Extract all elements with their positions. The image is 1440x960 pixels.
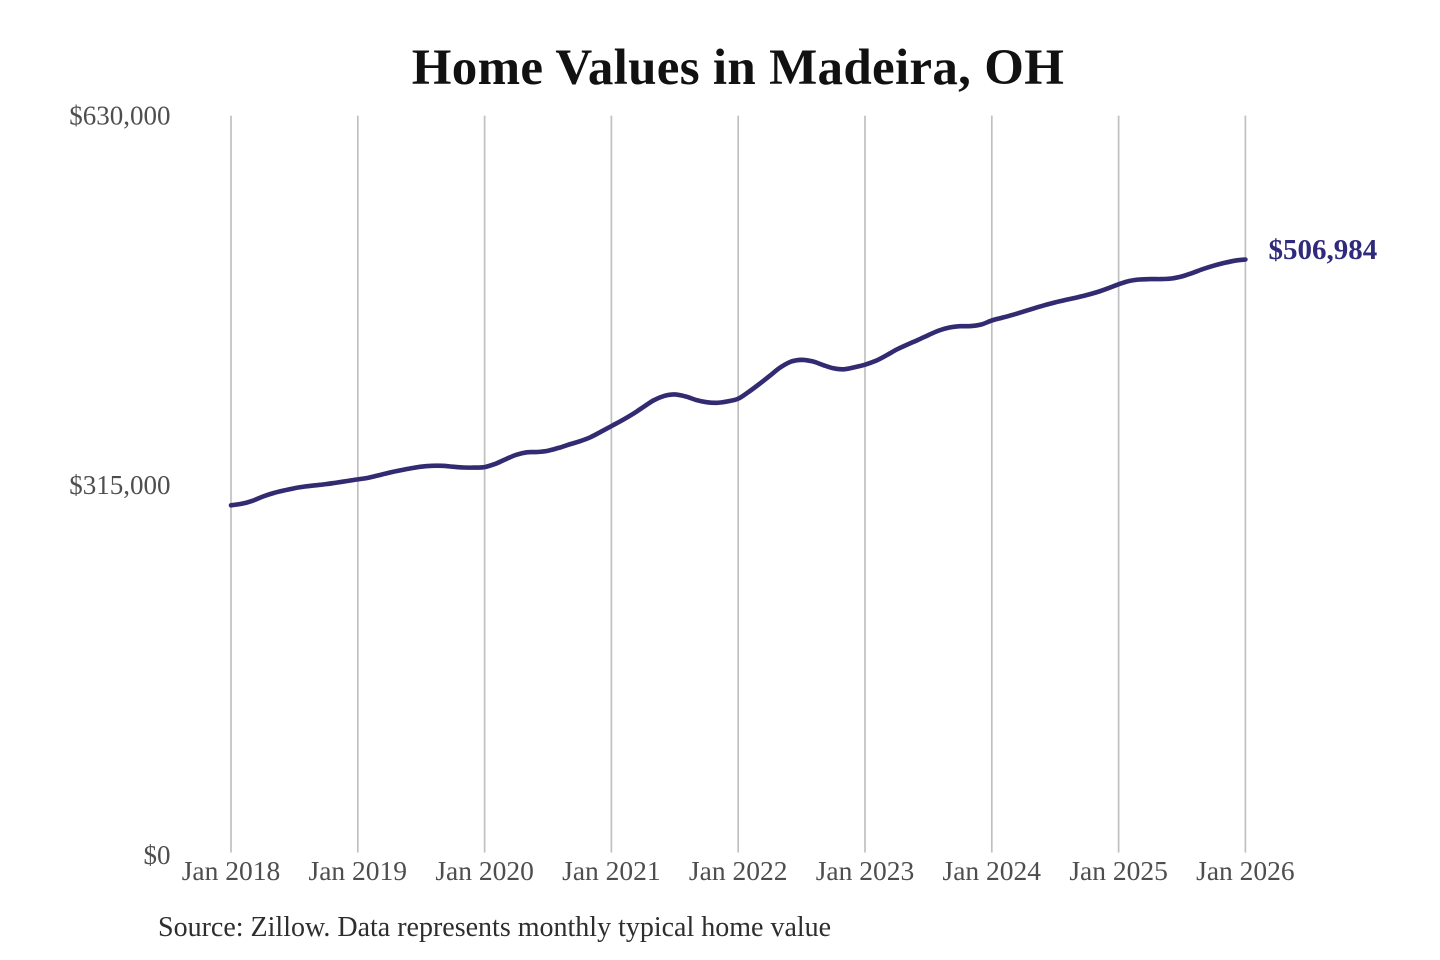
svg-text:Jan 2022: Jan 2022 <box>689 855 788 886</box>
svg-text:Jan 2023: Jan 2023 <box>816 855 915 886</box>
svg-text:Source: Zillow. Data represent: Source: Zillow. Data represents monthly … <box>158 912 831 943</box>
svg-text:$315,000: $315,000 <box>69 470 170 500</box>
svg-text:$0: $0 <box>144 840 171 870</box>
svg-text:Jan 2019: Jan 2019 <box>309 855 408 886</box>
svg-text:Jan 2026: Jan 2026 <box>1196 855 1295 886</box>
svg-text:Jan 2021: Jan 2021 <box>562 855 661 886</box>
svg-text:$630,000: $630,000 <box>69 101 170 131</box>
svg-text:Home Values in Madeira, OH: Home Values in Madeira, OH <box>412 40 1064 96</box>
svg-text:Jan 2020: Jan 2020 <box>435 855 534 886</box>
svg-text:Jan 2024: Jan 2024 <box>943 855 1042 886</box>
svg-text:$506,984: $506,984 <box>1269 234 1378 266</box>
svg-text:Jan 2018: Jan 2018 <box>182 855 281 886</box>
svg-text:Jan 2025: Jan 2025 <box>1069 855 1168 886</box>
